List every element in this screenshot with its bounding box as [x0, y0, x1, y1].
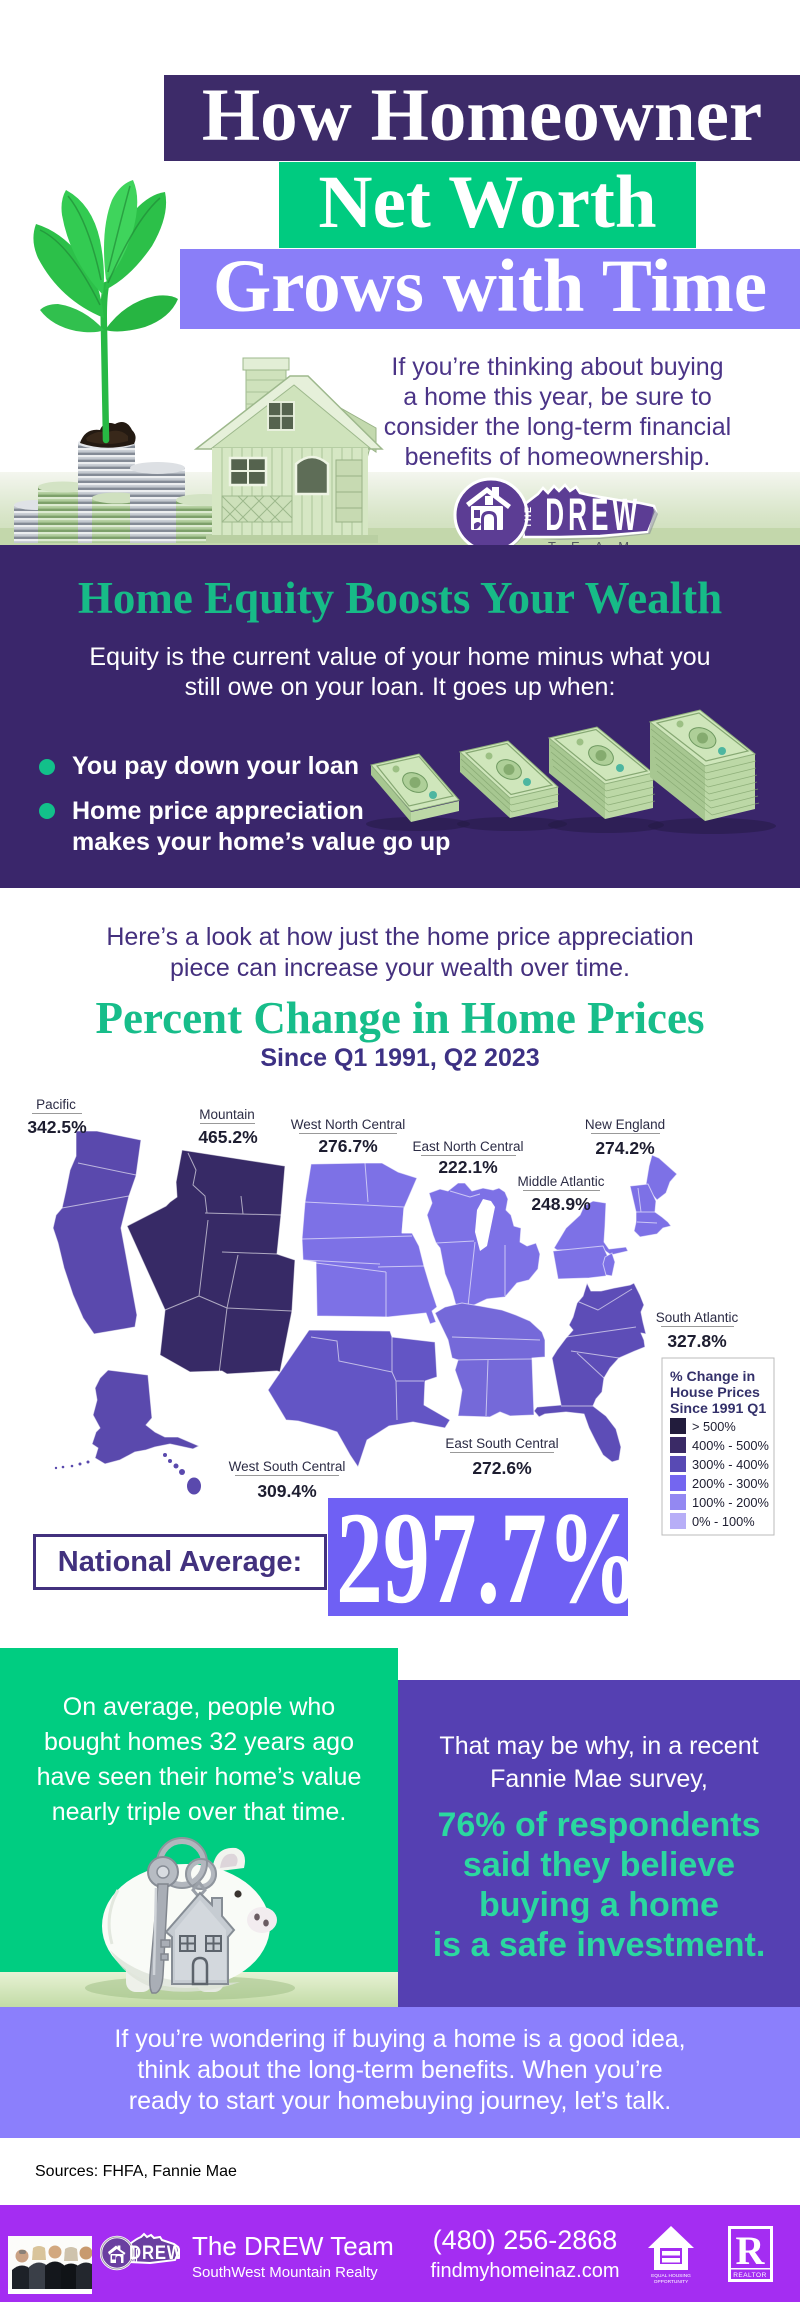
svg-text:EQUAL HOUSING: EQUAL HOUSING — [651, 2273, 691, 2279]
svg-text:R: R — [736, 2228, 766, 2273]
svg-text:REALTOR: REALTOR — [733, 2272, 767, 2279]
svg-text:276.7%: 276.7% — [318, 1136, 378, 1156]
svg-text:Since 1991 Q1: Since 1991 Q1 — [670, 1401, 766, 1417]
svg-text:309.4%: 309.4% — [257, 1481, 317, 1501]
svg-text:DREW: DREW — [129, 2242, 180, 2263]
svg-text:400% - 500%: 400% - 500% — [692, 1438, 769, 1453]
svg-text:465.2%: 465.2% — [198, 1127, 258, 1147]
svg-text:327.8%: 327.8% — [667, 1331, 727, 1351]
svg-text:East North Central: East North Central — [412, 1139, 523, 1154]
svg-text:Pacific: Pacific — [36, 1097, 76, 1112]
svg-text:East South Central: East South Central — [445, 1436, 558, 1451]
svg-text:West South Central: West South Central — [229, 1459, 346, 1474]
svg-text:222.1%: 222.1% — [438, 1157, 498, 1177]
svg-text:300% - 400%: 300% - 400% — [692, 1457, 769, 1472]
svg-text:Mountain: Mountain — [199, 1107, 255, 1122]
svg-text:274.2%: 274.2% — [595, 1138, 655, 1158]
svg-text:New England: New England — [585, 1117, 665, 1132]
svg-text:Middle Atlantic: Middle Atlantic — [517, 1174, 604, 1189]
svg-text:OPPORTUNITY: OPPORTUNITY — [654, 2279, 689, 2284]
svg-text:342.5%: 342.5% — [27, 1117, 87, 1137]
svg-text:> 500%: > 500% — [692, 1419, 736, 1434]
svg-text:272.6%: 272.6% — [472, 1458, 532, 1478]
svg-text:South Atlantic: South Atlantic — [656, 1310, 739, 1325]
svg-text:100% - 200%: 100% - 200% — [692, 1495, 769, 1510]
svg-text:200% - 300%: 200% - 300% — [692, 1476, 769, 1491]
svg-text:0% - 100%: 0% - 100% — [692, 1514, 755, 1529]
svg-text:DREW: DREW — [545, 490, 641, 540]
svg-text:248.9%: 248.9% — [531, 1194, 591, 1214]
svg-text:% Change in: % Change in — [670, 1369, 755, 1385]
svg-text:THE: THE — [523, 506, 533, 529]
svg-text:West North Central: West North Central — [291, 1117, 406, 1132]
svg-text:House Prices: House Prices — [670, 1385, 760, 1401]
